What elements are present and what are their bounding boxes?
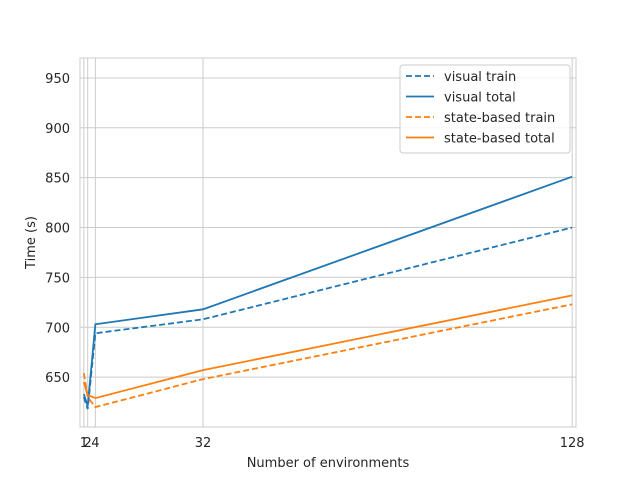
legend-label: visual total — [444, 91, 516, 106]
y-tick-label: 900 — [45, 122, 70, 137]
x-tick-label: 4 — [91, 436, 99, 451]
series-line-state-based-total — [82, 294, 573, 400]
series-layer — [82, 175, 573, 410]
y-tick-label: 650 — [45, 371, 70, 386]
series-line-visual-total — [82, 175, 573, 407]
y-tick-label: 950 — [45, 72, 70, 87]
y-axis-ticks: 650 700 750 800 850 900 950 — [45, 72, 70, 386]
x-tick-label: 32 — [195, 436, 212, 451]
legend-box — [399, 64, 571, 154]
y-tick-label: 850 — [45, 172, 70, 187]
legend-label: visual train — [444, 70, 516, 85]
x-tick-label: 2 — [84, 436, 92, 451]
x-axis-ticks: 12 4 32 128 — [80, 436, 585, 451]
x-tick-label: 1 — [80, 436, 88, 451]
legend: visual train visual total state-based trai… — [399, 64, 571, 154]
grid — [80, 58, 576, 427]
series-line-visual-train — [82, 226, 573, 410]
plot-area — [79, 57, 577, 428]
legend-label: state-based train — [444, 111, 555, 126]
x-tick-label: 128 — [560, 436, 585, 451]
series-line-state-based-train — [82, 303, 573, 409]
y-axis-label: Time (s) — [24, 216, 39, 270]
x-axis-label: Number of environments — [247, 456, 410, 471]
y-tick-label: 700 — [45, 321, 70, 336]
y-tick-label: 800 — [45, 222, 70, 237]
y-tick-label: 750 — [45, 271, 70, 286]
legend-label: state-based total — [444, 132, 555, 147]
